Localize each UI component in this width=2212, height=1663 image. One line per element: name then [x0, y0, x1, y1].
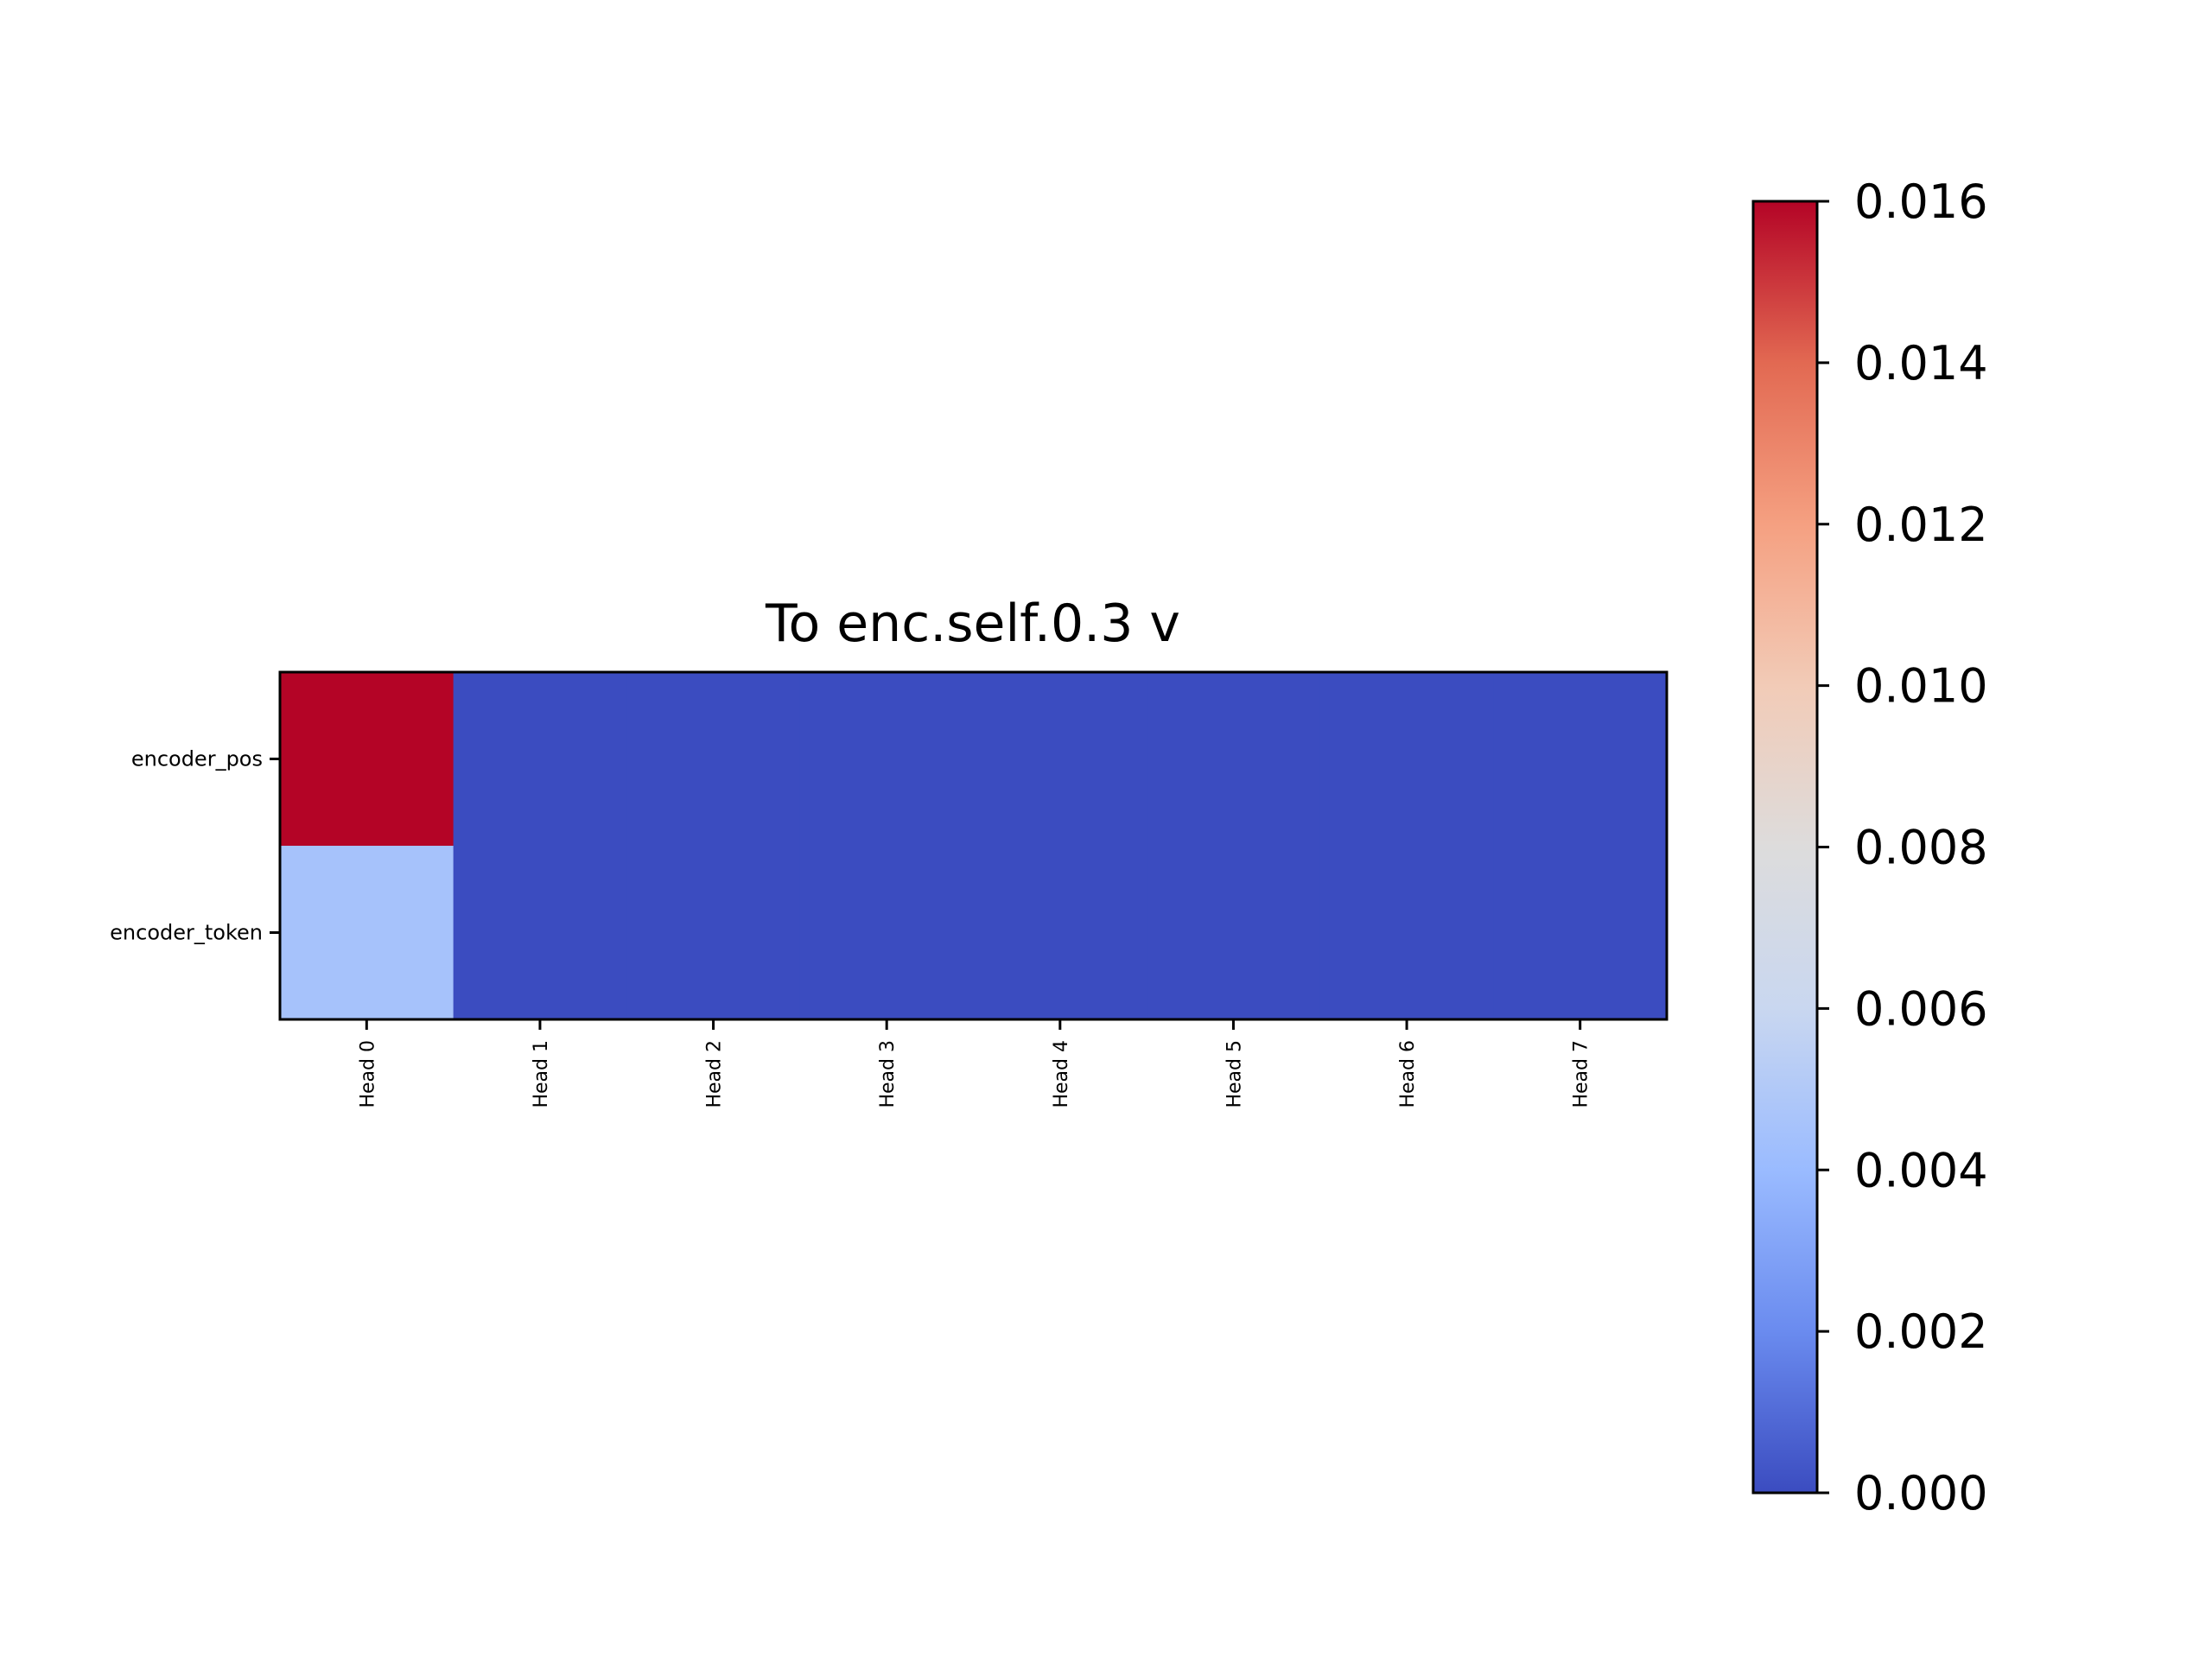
heatmap-cell: [799, 672, 974, 847]
heatmap-cell: [1493, 672, 1668, 847]
colorbar-tick-label: 0.012: [1854, 498, 1988, 552]
colorbar-tick-label: 0.016: [1854, 175, 1988, 229]
heatmap-cell: [280, 846, 454, 1020]
heatmap-cell: [973, 846, 1147, 1020]
colorbar-tick-label: 0.004: [1854, 1143, 1988, 1197]
colorbar-tick-label: 0.008: [1854, 821, 1988, 875]
colorbar-gradient: [1753, 201, 1817, 1493]
x-axis: Head 0 Head 1 Head 2 Head 3 Head 4 Head 5 Head…: [357, 1019, 1592, 1108]
heatmap-cell: [453, 846, 627, 1020]
heatmap-cell: [1147, 672, 1321, 847]
x-tick-label: Head 2: [704, 1040, 726, 1108]
heatmap-cell: [1493, 846, 1668, 1020]
colorbar: 0.000 0.002 0.004 0.006 0.008 0.010 0.012 0.014…: [1751, 175, 1988, 1520]
y-axis: encoder_pos encoder_token: [110, 747, 280, 945]
colorbar-tick-label: 0.010: [1854, 659, 1988, 714]
y-tick-label: encoder_token: [110, 921, 263, 945]
x-tick-label: Head 7: [1571, 1040, 1592, 1108]
chart-title: To enc.self.0.3 v: [765, 593, 1180, 654]
heatmap-cell: [626, 672, 801, 847]
colorbar-tick-label: 0.006: [1854, 981, 1988, 1036]
heatmap-cell: [1319, 672, 1494, 847]
x-tick-label: Head 6: [1397, 1040, 1419, 1108]
heatmap-cells: [280, 672, 1668, 1020]
colorbar-ticks: 0.000 0.002 0.004 0.006 0.008 0.010 0.012 0.014…: [1817, 175, 1988, 1520]
x-tick-label: Head 1: [531, 1040, 552, 1108]
y-tick-label: encoder_pos: [131, 747, 263, 771]
colorbar-tick-label: 0.014: [1854, 336, 1988, 390]
x-tick-label: Head 0: [357, 1040, 378, 1108]
heatmap-cell: [1319, 846, 1494, 1020]
plot-frame: [278, 670, 1669, 1021]
x-tick-label: Head 4: [1051, 1040, 1072, 1108]
x-tick-label: Head 5: [1224, 1040, 1245, 1108]
heatmap-cell: [280, 672, 454, 847]
colorbar-tick-label: 0.002: [1854, 1304, 1988, 1359]
heatmap-cell: [453, 672, 627, 847]
colorbar-tick-label: 0.000: [1854, 1466, 1988, 1520]
heatmap-cell: [973, 672, 1147, 847]
heatmap-cell: [1147, 846, 1321, 1020]
heatmap-cell: [626, 846, 801, 1020]
x-tick-label: Head 3: [877, 1040, 899, 1108]
heatmap-cell: [799, 846, 974, 1020]
